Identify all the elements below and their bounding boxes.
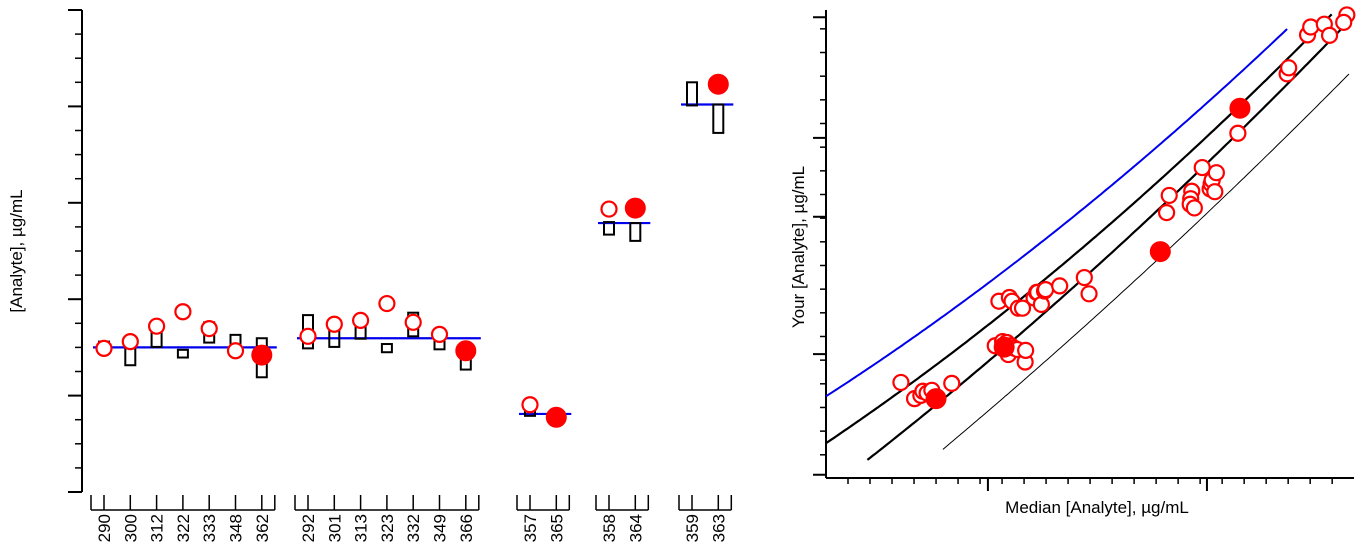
range-box bbox=[603, 221, 615, 236]
result-circle bbox=[174, 303, 192, 321]
category-label: 312 bbox=[148, 514, 167, 542]
category-label: 365 bbox=[547, 514, 566, 542]
category-label: 364 bbox=[626, 514, 645, 542]
result-circle bbox=[121, 333, 139, 351]
category-label: 348 bbox=[227, 514, 246, 542]
your-result-point bbox=[1149, 241, 1171, 263]
category-label: 362 bbox=[253, 514, 272, 542]
open-point bbox=[1193, 158, 1211, 177]
blue-curve bbox=[825, 28, 1288, 398]
category-label: 358 bbox=[600, 514, 619, 542]
range-box bbox=[712, 103, 725, 134]
category-label: 359 bbox=[683, 514, 702, 542]
category-label: 313 bbox=[352, 514, 371, 542]
right-x-axis-label: Median [Analyte], µg/mL bbox=[1005, 498, 1189, 517]
category-label: 290 bbox=[95, 514, 114, 542]
your-result-dot bbox=[455, 340, 477, 362]
your-result-point bbox=[1229, 97, 1251, 119]
category-label: 349 bbox=[431, 514, 450, 542]
open-point bbox=[1207, 164, 1225, 182]
open-point bbox=[1229, 124, 1247, 142]
open-point bbox=[1080, 285, 1098, 303]
result-circle bbox=[200, 320, 218, 338]
open-point bbox=[1185, 199, 1203, 217]
lower-limit-curve bbox=[942, 73, 1350, 450]
left-marks bbox=[93, 73, 734, 428]
result-circle bbox=[521, 396, 539, 414]
result-circle bbox=[299, 327, 317, 345]
right-reference-curves bbox=[825, 13, 1351, 461]
open-point bbox=[1280, 59, 1298, 77]
right-x-ticks bbox=[847, 478, 1333, 491]
open-point bbox=[1017, 341, 1035, 359]
your-result-point bbox=[925, 388, 947, 410]
your-result-dot bbox=[251, 344, 273, 366]
right-y-axis-label: Your [Analyte], µg/mL bbox=[789, 166, 808, 328]
open-point bbox=[1160, 186, 1178, 205]
range-box bbox=[380, 343, 393, 354]
category-label: 363 bbox=[709, 514, 728, 542]
your-result-dot bbox=[545, 406, 567, 428]
category-label: 301 bbox=[325, 514, 344, 542]
your-result-point bbox=[993, 336, 1015, 358]
result-circle bbox=[325, 315, 343, 333]
open-point bbox=[1157, 203, 1176, 222]
category-label: 300 bbox=[121, 514, 140, 542]
result-circle bbox=[148, 317, 166, 335]
result-circle bbox=[404, 313, 422, 331]
result-circle bbox=[226, 342, 245, 360]
right-y-ticks bbox=[813, 16, 826, 476]
open-point bbox=[943, 374, 961, 392]
open-point bbox=[1302, 18, 1320, 36]
result-circle bbox=[352, 311, 370, 330]
range-box bbox=[629, 222, 642, 242]
range-box bbox=[686, 81, 698, 107]
center-curve bbox=[866, 19, 1351, 461]
open-point bbox=[1320, 26, 1339, 44]
category-label: 322 bbox=[174, 514, 193, 542]
range-box bbox=[124, 347, 137, 367]
result-circle bbox=[95, 339, 113, 357]
left-y-axis-label: [Analyte], µg/mL bbox=[7, 189, 26, 312]
right-chart: Median [Analyte], µg/mL Your [Analyte], … bbox=[789, 6, 1356, 517]
left-y-ticks bbox=[68, 9, 82, 493]
result-circle bbox=[600, 200, 618, 218]
left-x-ticks bbox=[90, 495, 733, 511]
category-label: 323 bbox=[378, 514, 397, 542]
upper-limit-curve bbox=[825, 13, 1333, 445]
range-box bbox=[176, 348, 189, 359]
open-point bbox=[1013, 299, 1032, 317]
category-label: 357 bbox=[521, 514, 540, 542]
open-point bbox=[1036, 281, 1055, 299]
left-category-labels: 290 300 312 322 333 348 362 292 301 313 323 332 349 3… bbox=[95, 514, 728, 542]
open-point bbox=[1206, 183, 1224, 201]
right-points bbox=[892, 6, 1356, 410]
result-circle bbox=[430, 325, 449, 343]
result-circle bbox=[378, 294, 396, 313]
open-point bbox=[1335, 13, 1353, 31]
left-chart: [Analyte], µg/mL 290 300 312 322 333 348 362 29… bbox=[7, 9, 734, 542]
open-point bbox=[1075, 268, 1093, 287]
category-label: 292 bbox=[299, 514, 318, 542]
category-label: 333 bbox=[200, 514, 219, 542]
category-label: 366 bbox=[457, 514, 476, 542]
open-point bbox=[1051, 277, 1069, 295]
open-point bbox=[892, 373, 910, 392]
your-result-dot bbox=[624, 197, 646, 219]
category-label: 332 bbox=[404, 514, 423, 542]
your-result-dot bbox=[707, 73, 729, 95]
